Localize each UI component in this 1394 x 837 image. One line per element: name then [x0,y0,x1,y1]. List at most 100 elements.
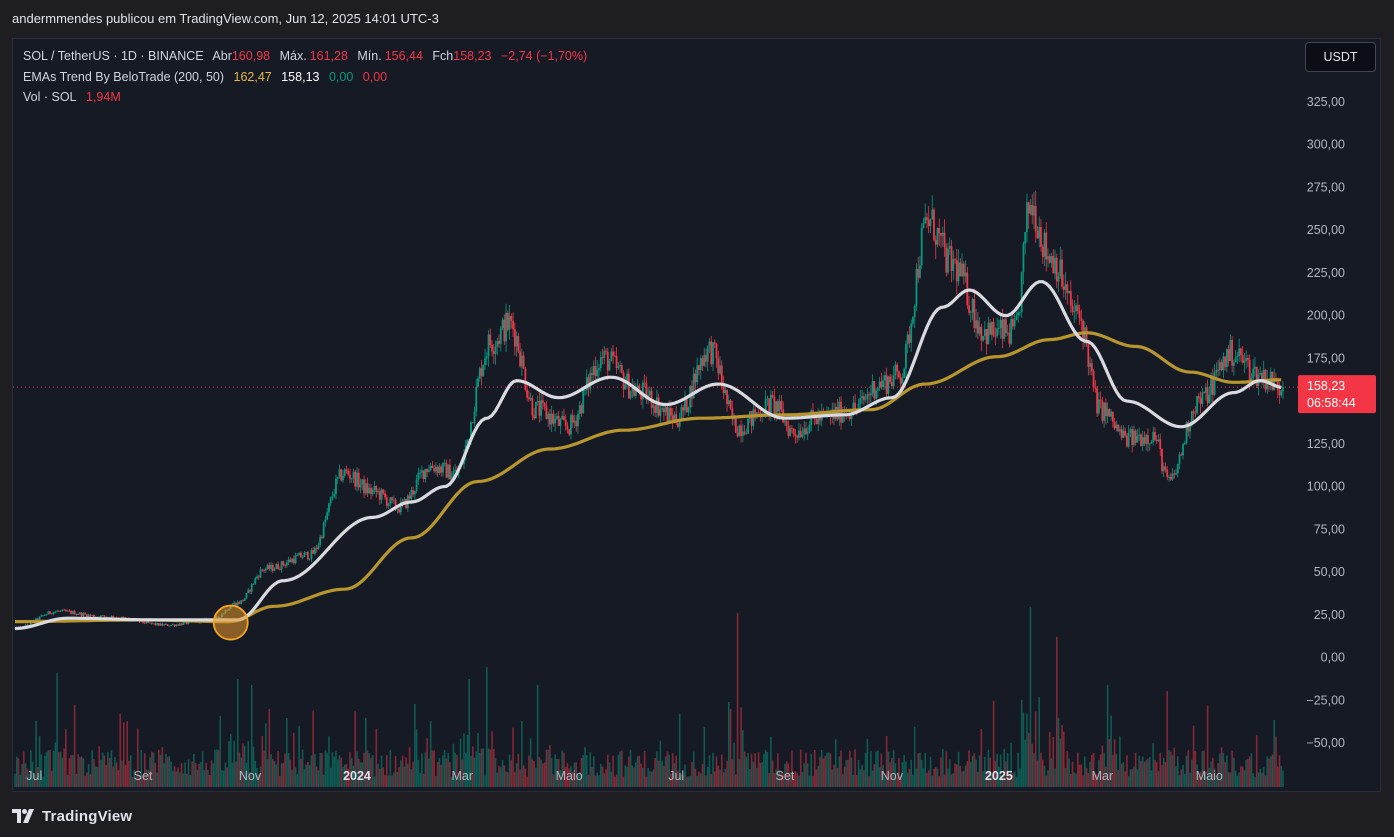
symbol-name[interactable]: SOL / TetherUS · 1D · BINANCE [23,49,204,63]
candle [250,583,253,595]
volume-bar [898,758,900,787]
y-tick-label: 275,00 [1307,180,1345,194]
volume-bar [768,772,770,787]
candle-body [692,373,695,399]
candle-body [175,624,178,627]
volume-bar [691,761,693,787]
candle [663,404,665,421]
candle-body [1215,369,1218,373]
candle-body [319,536,322,545]
candle [177,623,180,627]
candle-body [266,564,269,569]
candle-body [1126,435,1128,447]
volume-bar [233,740,236,787]
candle-body [508,316,511,330]
candle [682,404,685,419]
candle-body [541,400,544,403]
volume-bar [468,679,471,787]
candle-body [292,558,295,564]
candle [1089,356,1091,375]
candle [1162,462,1165,477]
candle [180,623,183,626]
candle-body [1171,473,1174,480]
candle [978,317,981,336]
volume-bar [673,763,676,787]
candle [370,483,372,500]
candle-body [305,552,308,553]
volume-bar [59,751,62,787]
candle-body [524,368,527,390]
volume-bar [350,758,353,787]
volume-bar [889,762,891,787]
candle [617,362,620,370]
y-tick-label: 225,00 [1307,266,1345,280]
volume-bar [905,761,907,787]
candle-body [154,623,157,625]
candle [296,553,299,557]
volume-indicator-name[interactable]: Vol · SOL [23,90,77,104]
candle [891,374,893,389]
candle-body [959,262,962,277]
candle [1218,357,1221,376]
volume-bar [122,722,125,787]
crossover-marker [212,604,249,641]
candle-body [899,377,902,384]
candle [63,608,66,611]
candle-body [591,372,593,375]
candle [659,403,662,425]
candle-body [101,615,104,617]
candle [268,562,271,571]
candle [161,622,164,627]
candle-body [349,474,351,479]
candle [1180,452,1183,457]
candle-body [385,497,388,507]
candle-body [306,552,309,560]
candle-body [564,419,567,426]
price-chart[interactable]: 325,00300,00275,00250,00225,00200,00175,… [13,39,1380,791]
candle-body [75,614,78,616]
volume-bar [1262,767,1265,787]
candle-body [954,259,956,261]
candle [740,419,742,443]
candle [882,375,885,391]
candle [975,308,977,338]
candle [489,328,492,348]
volume-bar [784,763,786,787]
y-tick-label: 175,00 [1307,351,1345,365]
candle [598,364,600,379]
volume-bar [86,772,88,787]
brand[interactable]: TradingView [12,806,132,826]
candle [599,351,602,372]
candle-body [1150,441,1153,444]
legend-ema-row: EMAs Trend By BeloTrade (200, 50) 162,47… [23,67,593,88]
volume-bar [519,769,521,787]
volume-bar [605,769,607,787]
candle-body [477,378,479,387]
candle [768,398,771,421]
candle-body [417,472,420,480]
ema-indicator-name[interactable]: EMAs Trend By BeloTrade (200, 50) [23,69,225,84]
y-tick-label: −50,00 [1306,736,1345,750]
volume-bar [1033,753,1035,787]
candle [263,568,265,573]
candle [608,358,611,371]
candle [59,610,62,612]
candle [1161,448,1163,475]
candle-body [957,262,960,282]
volume-bar [782,773,784,787]
price-axis[interactable]: 325,00300,00275,00250,00225,00200,00175,… [1306,95,1345,750]
candle-body [415,479,418,491]
volume-bar [1113,739,1116,787]
candle [429,463,432,472]
time-axis[interactable]: Jul Set Nov 2024 Mar Maio Jul Set Nov 2025 Mar Maio [26,769,1223,783]
candle [154,622,157,626]
candle-body [163,624,165,626]
candle-body [1024,232,1027,244]
candle [412,486,415,498]
candle-body [1162,466,1165,472]
volume-bar [1101,745,1104,787]
candle [557,410,560,427]
candle-body [549,413,551,425]
currency-button[interactable]: USDT [1305,42,1376,72]
candle-body [764,398,767,416]
